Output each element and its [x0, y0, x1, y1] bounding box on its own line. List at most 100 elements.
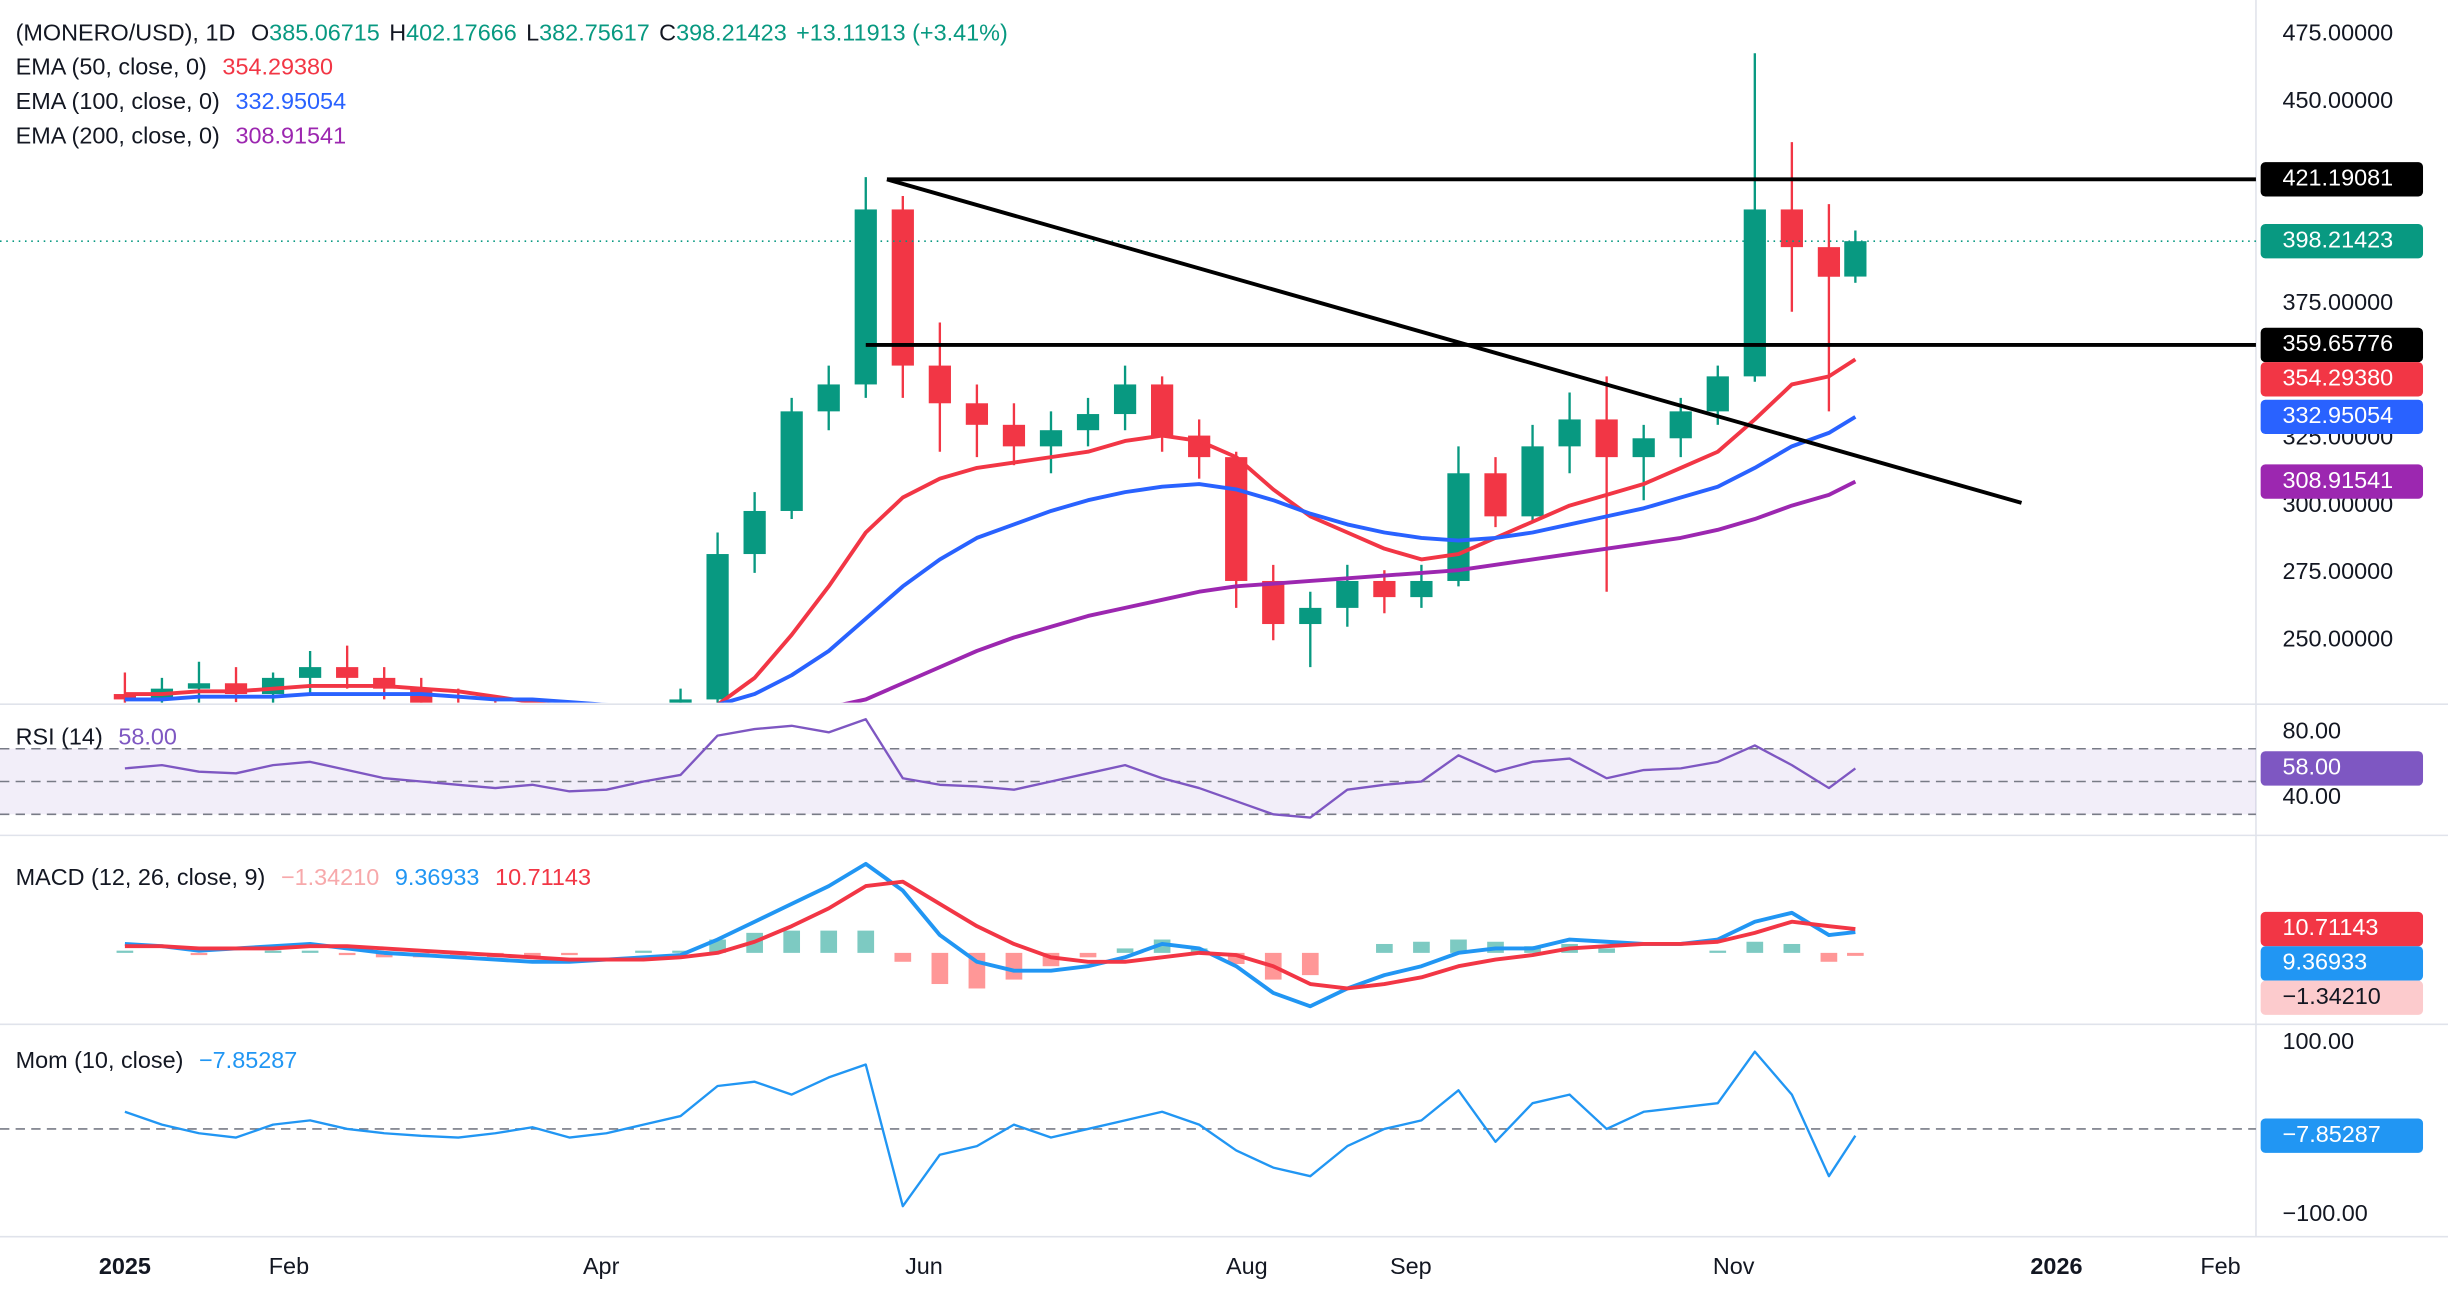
- indicator-value: 58.00: [118, 724, 177, 750]
- candle-body: [817, 384, 840, 412]
- histogram-bar: [1376, 943, 1393, 953]
- price-tag: [2260, 911, 2424, 947]
- y-tick-label: 275.00000: [2283, 558, 2394, 584]
- histogram-bar: [301, 950, 319, 953]
- histogram-bar: [1709, 950, 1727, 953]
- plot-area: [116, 861, 1864, 1009]
- x-tick-label: 2026: [2030, 1253, 2082, 1279]
- price-tag: [2260, 399, 2424, 435]
- histogram-bar: [672, 950, 689, 953]
- price-tag: [2260, 946, 2424, 981]
- ohlc-value: 402.17666: [406, 20, 517, 46]
- legend-name: EMA (100, close, 0): [16, 88, 220, 114]
- y-tick-label: 375.00000: [2283, 289, 2394, 315]
- ohlc-prefix: H: [389, 20, 406, 46]
- candle-body: [187, 683, 211, 689]
- histogram-value: −1.34210: [281, 864, 379, 890]
- signal-line: [124, 879, 1856, 991]
- candle-body: [1225, 457, 1248, 581]
- candle-body: [1373, 580, 1396, 598]
- x-tick-label: 2025: [99, 1253, 151, 1279]
- price-tag-label: 421.19081: [2283, 165, 2394, 191]
- candle-body: [928, 365, 951, 404]
- candle-body: [1669, 411, 1692, 439]
- y-tick-label: 450.00000: [2283, 87, 2394, 113]
- indicator-name: RSI (14): [16, 724, 103, 750]
- histogram-bar: [190, 952, 208, 956]
- histogram-bar: [1079, 952, 1097, 958]
- histogram-bar: [1116, 948, 1134, 953]
- indicator-line: [124, 718, 1857, 819]
- ohlc-prefix: C: [659, 20, 676, 46]
- legend-value: 308.91541: [235, 123, 346, 149]
- histogram-bar: [931, 952, 949, 985]
- histogram-bar: [1820, 952, 1838, 962]
- candle-body: [1336, 580, 1359, 608]
- y-tick-label: 80.00: [2283, 718, 2342, 744]
- ohlc-value: 382.75617: [539, 20, 650, 46]
- legend-entry: EMA (100, close, 0) 332.95054: [16, 88, 346, 114]
- candle-body: [1299, 607, 1322, 625]
- candle-body: [669, 699, 692, 703]
- candle-body: [1817, 247, 1841, 277]
- histogram-bar: [116, 950, 134, 953]
- candle-body: [1410, 580, 1433, 598]
- macd-value: 9.36933: [395, 864, 480, 890]
- indicator-title: MACD (12, 26, close, 9) −1.34210 9.36933 10…: [16, 864, 591, 890]
- histogram-bar: [264, 950, 282, 953]
- legend-name: EMA (50, close, 0): [16, 54, 207, 80]
- histogram-bar: [1190, 948, 1208, 953]
- histogram-bar: [1005, 952, 1023, 980]
- candle-body: [1002, 424, 1026, 447]
- candle-body: [261, 677, 285, 695]
- candle-body: [1484, 473, 1507, 517]
- symbol: (MONERO/USD), 1D: [16, 20, 236, 46]
- ohlc-prefix: O: [251, 20, 269, 46]
- indicator-title: Mom (10, close) −7.85287: [16, 1047, 298, 1073]
- histogram-bar: [375, 952, 393, 958]
- trend-line: [886, 177, 2023, 505]
- ohlc-value: 398.21423: [676, 20, 787, 46]
- histogram-bar: [524, 952, 541, 958]
- candle-body: [891, 209, 914, 366]
- candle-body: [854, 209, 877, 385]
- price-tag-label: 9.36933: [2283, 949, 2368, 975]
- legend-value: 354.29380: [222, 54, 333, 80]
- candle-body: [336, 667, 359, 678]
- x-tick-label: Sep: [1390, 1253, 1432, 1279]
- y-tick-label: −100.00: [2283, 1200, 2368, 1226]
- ohlc-prefix: L: [526, 20, 539, 46]
- candle-body: [1632, 438, 1655, 458]
- plot-area: [0, 53, 2256, 703]
- candle-body: [1706, 376, 1729, 412]
- candle-body: [224, 683, 248, 695]
- legend-value: 332.95054: [235, 88, 346, 114]
- price-tag-label: 10.71143: [2283, 914, 2379, 940]
- price-tag: [2260, 464, 2424, 499]
- price-tag-label: −1.34210: [2283, 983, 2381, 1009]
- price-tag-label: 354.29380: [2283, 365, 2394, 391]
- candle-body: [1521, 446, 1544, 517]
- change: +13.11913 (+3.41%): [796, 20, 1008, 46]
- histogram-bar: [1227, 952, 1245, 965]
- y-tick-label: 250.00000: [2283, 625, 2394, 651]
- price-tag-label: 308.91541: [2283, 467, 2394, 493]
- histogram-bar: [1746, 941, 1764, 953]
- candle-body: [1039, 430, 1063, 447]
- indicator-name: MACD (12, 26, close, 9): [16, 864, 266, 890]
- candle-body: [706, 554, 729, 700]
- candle-body: [1113, 384, 1137, 415]
- ema-line: [841, 479, 1857, 703]
- candle-body: [965, 403, 989, 425]
- indicator-title: RSI (14) 58.00: [16, 724, 177, 750]
- x-tick-label: Aug: [1226, 1253, 1268, 1279]
- candle-body: [1780, 209, 1803, 248]
- histogram-bar: [561, 952, 578, 956]
- candle-body: [373, 677, 396, 689]
- ohlc-value: 385.06715: [269, 20, 380, 46]
- histogram-bar: [635, 950, 652, 953]
- histogram-bar: [1413, 941, 1430, 953]
